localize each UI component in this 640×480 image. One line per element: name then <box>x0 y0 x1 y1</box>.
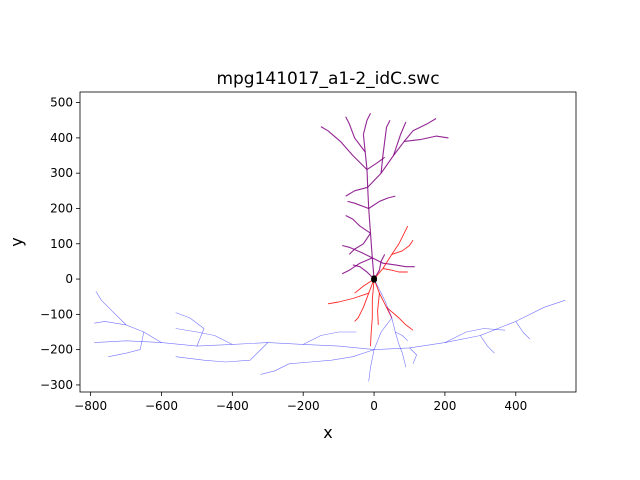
y-axis-ticks: −300 −200 −100 0 100 200 300 400 500 <box>40 96 80 392</box>
y-tick-label: 300 <box>50 166 73 180</box>
apical-dendrite-segment <box>320 126 368 170</box>
x-tick-label: 0 <box>370 399 378 413</box>
basal-dendrite-segment <box>327 292 369 305</box>
apical-dendrite-segment <box>345 186 368 197</box>
apical-dendrite-segment <box>362 134 375 280</box>
apical-dendrite-segment <box>362 112 371 135</box>
x-tick-label: −400 <box>216 399 249 413</box>
axon-segment <box>395 331 408 342</box>
basal-dendrite-series <box>327 225 414 347</box>
y-tick-label: 500 <box>50 96 73 110</box>
y-tick-label: 400 <box>50 131 73 145</box>
axon-series <box>94 278 566 382</box>
y-tick-label: −300 <box>40 378 73 392</box>
soma-segment <box>371 275 377 283</box>
apical-dendrite-segment <box>392 121 407 156</box>
basal-dendrite-segment <box>377 293 380 325</box>
basal-dendrite-segment <box>354 278 375 322</box>
apical-dendrite-series <box>320 112 449 280</box>
axon-segment <box>260 363 290 375</box>
y-tick-label: −100 <box>40 307 73 321</box>
axon-segment <box>108 331 145 357</box>
basal-dendrite-segment <box>382 268 408 273</box>
axon-segment <box>515 321 531 340</box>
apical-dendrite-segment <box>352 264 375 280</box>
axon-segment <box>373 278 407 368</box>
axes-frame <box>79 91 577 393</box>
axon-segment <box>480 335 495 354</box>
y-tick-label: 0 <box>65 272 73 286</box>
plot-data-layer <box>94 112 566 382</box>
apical-dendrite-segment <box>372 257 415 268</box>
x-tick-label: −200 <box>287 399 320 413</box>
apical-dendrite-segment <box>373 254 386 280</box>
x-axis-label: x <box>323 423 332 442</box>
basal-dendrite-segment <box>373 278 393 319</box>
apical-dendrite-segment <box>345 116 366 153</box>
y-axis-label: y <box>7 237 26 246</box>
x-tick-label: −800 <box>74 399 107 413</box>
apical-dendrite-segment <box>345 215 371 234</box>
apical-dendrite-segment <box>404 135 449 142</box>
chart-title: mpg141017_a1-2_idC.swc <box>216 69 439 89</box>
apical-dendrite-segment <box>342 244 373 259</box>
basal-dendrite-segment <box>370 279 375 347</box>
axon-segment <box>175 328 233 345</box>
x-tick-label: −600 <box>145 399 178 413</box>
axon-segment <box>95 291 127 326</box>
axon-segment <box>175 342 269 363</box>
basal-dendrite-segment <box>373 225 409 280</box>
axon-segment <box>288 349 375 365</box>
axon-segment <box>303 331 357 345</box>
apical-dendrite-segment <box>348 232 371 255</box>
basal-dendrite-segment <box>354 278 375 294</box>
basal-dendrite-segment <box>391 239 414 255</box>
axon-segment <box>409 347 417 364</box>
x-tick-label: 200 <box>433 399 456 413</box>
x-tick-label: 400 <box>504 399 527 413</box>
soma-series <box>371 275 377 283</box>
y-tick-label: −200 <box>40 343 73 357</box>
apical-dendrite-segment <box>366 156 386 171</box>
apical-dendrite-segment <box>380 119 391 174</box>
apical-dendrite-segment <box>347 200 369 210</box>
basal-dendrite-segment <box>386 306 414 331</box>
axon-segment <box>444 328 506 343</box>
y-tick-label: 100 <box>50 237 73 251</box>
axon-segment <box>175 312 205 347</box>
y-tick-label: 200 <box>50 201 73 215</box>
apical-dendrite-segment <box>368 195 396 209</box>
x-axis-ticks: −800 −600 −400 −200 0 200 400 <box>74 392 527 413</box>
apical-dendrite-segment <box>341 257 373 275</box>
